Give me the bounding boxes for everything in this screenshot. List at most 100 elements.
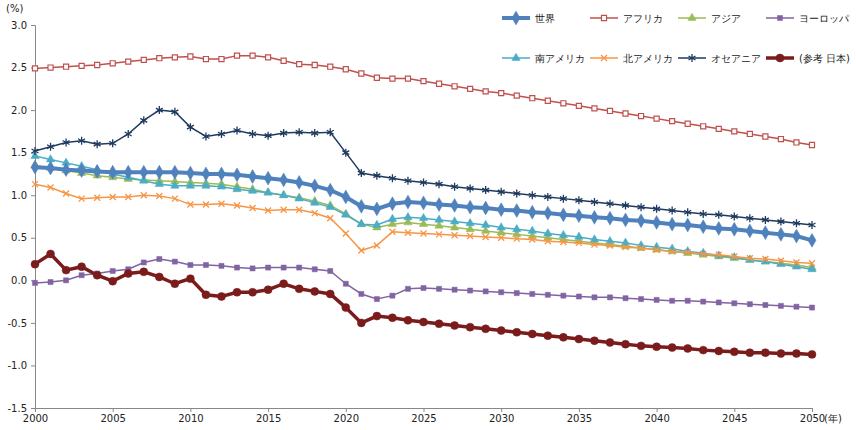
series-marker bbox=[171, 181, 179, 188]
series-marker bbox=[514, 291, 519, 296]
series-marker bbox=[249, 170, 257, 184]
plot-area bbox=[31, 53, 816, 358]
series-marker bbox=[249, 288, 257, 296]
series-marker bbox=[715, 211, 722, 219]
x-axis-line bbox=[36, 409, 813, 413]
x-tick: 2050 bbox=[800, 408, 825, 424]
series-marker bbox=[296, 128, 303, 136]
series-marker bbox=[747, 302, 752, 307]
y-tick: -1.0 bbox=[7, 360, 35, 371]
series-marker bbox=[47, 161, 55, 175]
y-tick: 2.5 bbox=[11, 62, 35, 73]
series-marker bbox=[530, 291, 535, 296]
series-marker bbox=[653, 216, 661, 230]
series-marker bbox=[700, 251, 706, 257]
series-marker bbox=[607, 295, 612, 300]
series-marker bbox=[281, 265, 286, 270]
series-marker bbox=[219, 56, 224, 61]
series-marker bbox=[778, 258, 784, 264]
series-marker bbox=[483, 89, 488, 94]
series-marker bbox=[373, 312, 381, 320]
series-marker bbox=[217, 293, 225, 301]
y-tick-label: 1.5 bbox=[11, 147, 27, 158]
series-marker bbox=[264, 188, 272, 195]
series-marker bbox=[622, 201, 629, 209]
series-marker bbox=[592, 106, 597, 111]
x-tick-mark bbox=[268, 408, 269, 412]
series-marker bbox=[140, 268, 148, 276]
series-marker bbox=[110, 268, 115, 273]
x-tick: 2040 bbox=[644, 408, 669, 424]
series-marker bbox=[669, 248, 675, 254]
series-marker bbox=[78, 263, 86, 271]
series-marker bbox=[468, 86, 473, 91]
chart-container: -1.5-1.0-0.50.00.51.01.52.02.53.02000200… bbox=[0, 0, 856, 430]
series-marker bbox=[746, 349, 754, 357]
series-marker bbox=[141, 192, 147, 198]
series-marker bbox=[576, 240, 582, 246]
series-marker bbox=[405, 230, 411, 236]
x-tick-mark bbox=[424, 408, 425, 412]
series-marker bbox=[622, 213, 630, 227]
series-marker bbox=[203, 56, 208, 61]
series-marker bbox=[777, 259, 785, 266]
x-axis: 2000200520102015202020252030203520402045… bbox=[23, 408, 825, 424]
series-marker bbox=[234, 265, 239, 270]
series-marker bbox=[296, 207, 302, 213]
series bbox=[32, 181, 815, 266]
series-marker bbox=[436, 180, 443, 188]
legend-item: オセアニア bbox=[678, 53, 761, 64]
series-marker bbox=[295, 285, 303, 293]
series-marker bbox=[778, 303, 783, 308]
y-tick-mark bbox=[31, 408, 35, 409]
series-marker bbox=[591, 198, 598, 206]
series-marker bbox=[32, 181, 38, 187]
series-marker bbox=[266, 265, 271, 270]
series-marker bbox=[297, 265, 302, 270]
series-marker bbox=[685, 121, 690, 126]
x-tick: 2035 bbox=[567, 408, 592, 424]
series-marker bbox=[638, 245, 644, 251]
series-line bbox=[35, 259, 812, 308]
series-marker bbox=[342, 210, 350, 217]
series-marker bbox=[343, 231, 349, 237]
y-tick-mark bbox=[31, 25, 35, 26]
series-marker bbox=[32, 66, 37, 71]
series-marker bbox=[761, 349, 769, 357]
series-marker bbox=[32, 280, 37, 285]
x-tick-mark bbox=[812, 408, 813, 412]
legend-swatch-marker bbox=[688, 13, 696, 20]
x-tick-mark bbox=[734, 408, 735, 412]
series-marker bbox=[95, 62, 100, 67]
y-tick-label: 2.0 bbox=[11, 105, 27, 116]
series-marker bbox=[654, 247, 660, 253]
series-marker bbox=[653, 205, 660, 213]
series-marker bbox=[342, 149, 349, 157]
series-marker bbox=[670, 119, 675, 124]
series-marker bbox=[357, 199, 365, 213]
series-marker bbox=[171, 280, 179, 288]
series-marker bbox=[218, 201, 224, 207]
series-marker bbox=[264, 286, 272, 294]
series-marker bbox=[328, 64, 333, 69]
x-tick-mark bbox=[579, 408, 580, 412]
x-tick-label: 2030 bbox=[489, 413, 514, 424]
x-tick-label: 2020 bbox=[334, 413, 359, 424]
series-line bbox=[35, 167, 812, 240]
series-marker bbox=[405, 286, 410, 291]
series-marker bbox=[639, 114, 644, 119]
series-marker bbox=[110, 61, 115, 66]
series-marker bbox=[451, 183, 458, 191]
series-marker bbox=[265, 132, 272, 140]
legend-item: ヨーロッパ bbox=[766, 13, 850, 24]
series-marker bbox=[684, 344, 692, 352]
series-marker bbox=[390, 76, 395, 81]
series-marker bbox=[792, 229, 800, 243]
series-marker bbox=[668, 344, 676, 352]
series-marker bbox=[234, 53, 239, 58]
series-marker bbox=[312, 267, 317, 272]
series-marker bbox=[545, 98, 550, 103]
series-marker bbox=[544, 206, 552, 220]
series-marker bbox=[264, 171, 272, 185]
series-marker bbox=[483, 234, 489, 240]
